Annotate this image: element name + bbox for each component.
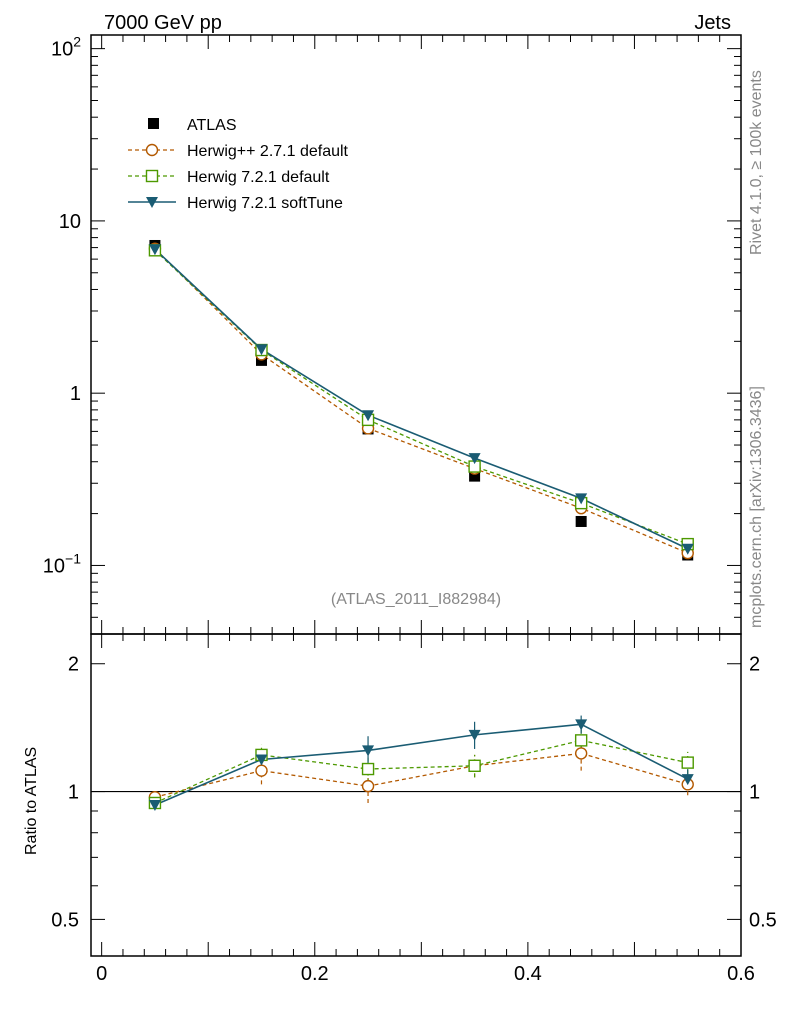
ratio-xtick-label: 0 [96,963,107,985]
ratio-point-series-2 [148,799,161,811]
ratio-xtick-label: 0.2 [301,963,329,985]
legend-marker-herwig7-softtune [146,197,158,208]
ratio-ytick-label-left: 2 [68,654,79,676]
legend-entry-atlas: ATLAS [148,117,237,134]
mcplots-label: mcplots.cern.ch [arXiv:1306.3436] [748,386,765,628]
ratio-point-series-0 [574,747,588,760]
ratio-point-series-2 [362,745,375,757]
main-point-series-3 [575,493,588,505]
rivet-label: Rivet 4.1.0, ≥ 100k events [748,70,765,255]
ratio-line-series-0 [154,752,688,798]
header-left-title: 7000 GeV pp [104,12,222,34]
legend-label-atlas: ATLAS [187,117,237,134]
main-ytick-label: 10 [59,211,81,233]
main-ytick-label: 102 [51,34,81,61]
ratio-point-series-1 [574,734,588,747]
ratio-ytick-label-left: 1 [68,782,79,804]
ratio-xtick-label: 0.6 [727,963,755,985]
ratio-point-series-1 [468,759,481,772]
legend-label-herwig7-default: Herwig 7.2.1 default [187,169,330,186]
legend-marker-herwig7-default [145,169,159,183]
ratio-point-series-1 [361,762,375,776]
ratio-ytick-label-right: 2 [749,654,760,676]
ratio-xtick-label: 0.4 [514,963,542,985]
main-point-series-3 [362,410,375,422]
ratio-point-series-2 [255,754,268,766]
main-plot-series [148,239,694,561]
ratio-point-series-0 [255,764,268,777]
legend-label-herwig7-softtune: Herwig 7.2.1 softTune [187,195,343,212]
main-point-series-3 [468,453,481,465]
ratio-point-series-2 [575,719,588,731]
main-point-series-3 [681,543,694,555]
main-line-series-3 [154,248,689,550]
ratio-ylabel: Ratio to ATLAS [23,747,40,855]
ratio-ytick-label-left: 0.5 [51,909,79,931]
ratio-ytick-label-right: 1 [749,782,760,804]
legend-marker-atlas [148,118,159,129]
main-ytick-label: 1 [70,383,81,405]
analysis-watermark: (ATLAS_2011_I882984) [331,591,501,608]
ratio-point-series-2 [681,774,694,786]
main-point-series-0 [469,470,481,482]
main-ytick-label: 10−1 [43,550,81,577]
legend-entry-herwig7-default: Herwig 7.2.1 default [128,169,330,186]
header-right-title: Jets [694,12,731,34]
ratio-line-series-2 [154,723,689,806]
main-point-series-3 [255,344,268,356]
legend-marker-herwigpp [145,143,159,157]
main-point-series-3 [148,244,161,256]
main-axis-ticks: 10−1 1 10 102 [43,34,742,635]
ratio-ytick-label-right: 0.5 [749,909,777,931]
legend-entry-herwig7-softtune: Herwig 7.2.1 softTune [128,195,343,212]
ratio-point-series-2 [468,729,481,741]
ratio-line-series-1 [154,739,688,804]
legend-label-herwigpp: Herwig++ 2.7.1 default [187,143,349,160]
ratio-point-series-1 [681,756,694,769]
main-point-series-0 [575,515,587,527]
legend: ATLAS Herwig++ 2.7.1 default Herwig 7.2.… [128,117,349,212]
legend-entry-herwigpp: Herwig++ 2.7.1 default [128,143,349,160]
ratio-plot-series [148,715,694,811]
ratio-axis-ticks: 0.5 0.5 1 1 2 2 0 0.2 0.4 0.6 [51,634,777,985]
ratio-point-series-0 [361,779,375,793]
ratio-plot-frame [90,633,742,957]
main-line-series-1 [154,248,688,554]
main-line-series-2 [154,249,688,545]
